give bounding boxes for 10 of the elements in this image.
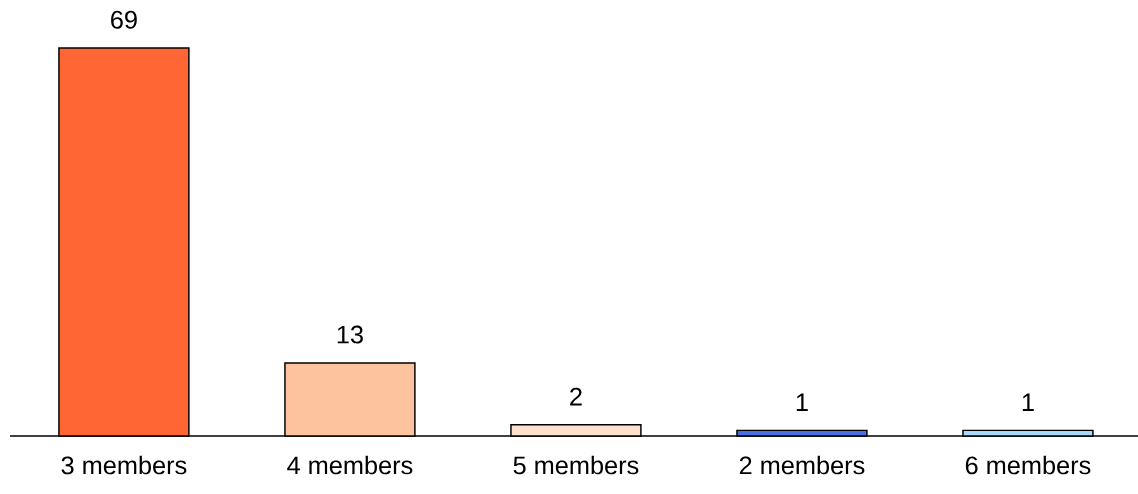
x-tick-label: 3 members [61, 455, 187, 475]
data-label: 2 [570, 387, 582, 406]
x-tick-label: 4 members [287, 455, 413, 475]
data-label: 1 [796, 393, 808, 411]
x-tick-label: 6 members [965, 455, 1091, 475]
x-tick-label: 2 members [739, 455, 865, 475]
data-label: 1 [1022, 393, 1034, 411]
data-label: 13 [337, 325, 363, 344]
x-tick-label: 5 members [513, 455, 639, 475]
data-label: 69 [111, 10, 137, 29]
